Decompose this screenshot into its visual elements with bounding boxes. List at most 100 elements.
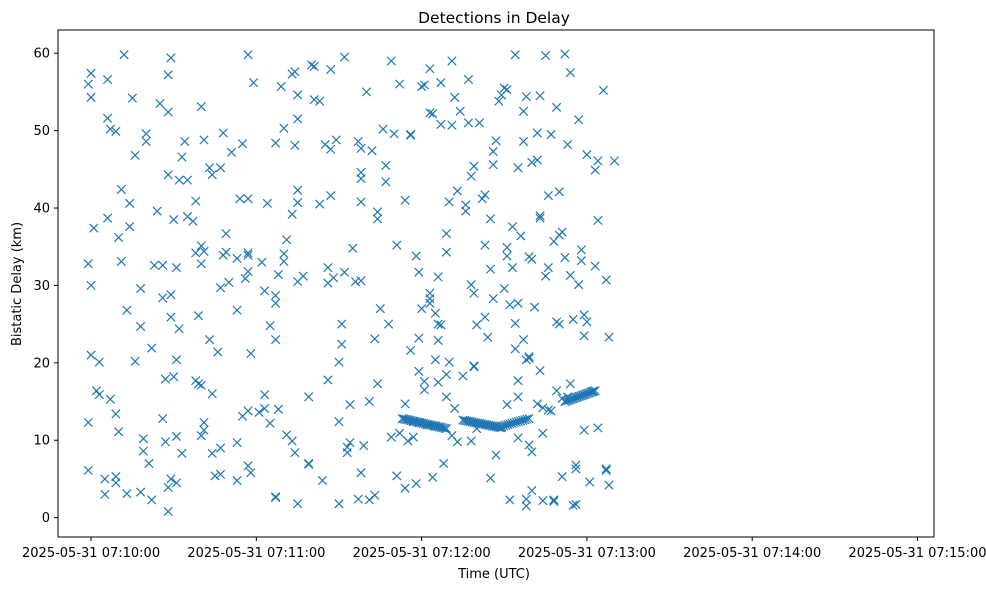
data-point <box>400 483 410 493</box>
data-point <box>306 60 317 70</box>
data-point <box>532 155 542 165</box>
data-point <box>113 232 124 243</box>
data-point <box>604 332 614 342</box>
data-point <box>356 143 366 154</box>
data-point <box>571 464 581 474</box>
data-point <box>513 433 523 443</box>
data-point <box>276 81 286 92</box>
track-point <box>585 387 596 398</box>
data-point <box>488 160 498 170</box>
data-point <box>551 102 562 113</box>
data-point <box>392 240 402 250</box>
data-point <box>551 386 562 396</box>
data-point <box>590 261 600 271</box>
data-point <box>337 319 347 329</box>
data-point <box>488 293 498 304</box>
data-point <box>127 93 138 103</box>
data-point <box>433 319 443 329</box>
data-point <box>210 471 220 481</box>
track-point <box>418 418 429 429</box>
data-point <box>518 334 529 345</box>
data-point <box>147 343 157 353</box>
data-point <box>549 496 559 507</box>
data-point <box>601 465 611 476</box>
data-point <box>304 392 314 402</box>
data-point <box>83 417 93 428</box>
data-point <box>243 461 253 471</box>
y-axis: 0 10 20 30 40 50 60 <box>33 47 58 526</box>
data-point <box>304 458 314 469</box>
data-point <box>188 216 198 226</box>
data-point <box>158 413 168 424</box>
data-point <box>100 474 110 484</box>
data-point <box>436 119 446 130</box>
data-point <box>452 186 463 196</box>
data-point <box>136 283 146 294</box>
data-point <box>171 263 182 273</box>
data-point <box>177 448 187 459</box>
data-point <box>370 490 380 500</box>
data-point <box>196 241 206 251</box>
data-point <box>259 389 270 400</box>
data-point <box>160 437 171 447</box>
data-point <box>472 320 482 330</box>
data-point <box>334 357 344 367</box>
data-point <box>83 259 93 269</box>
track-point <box>397 413 407 424</box>
data-point <box>323 375 333 385</box>
data-point <box>474 118 485 128</box>
data-point <box>527 254 537 264</box>
data-point <box>331 135 341 145</box>
data-point <box>543 405 553 415</box>
data-point <box>411 478 421 489</box>
data-point <box>582 149 592 160</box>
data-point <box>243 406 253 416</box>
data-point <box>94 357 104 367</box>
data-point <box>215 283 226 293</box>
data-point <box>372 214 383 224</box>
data-point <box>356 468 366 478</box>
track-point <box>434 422 444 432</box>
track-point <box>566 394 576 404</box>
data-point <box>367 146 377 156</box>
track-point <box>432 421 443 432</box>
data-point <box>425 288 435 298</box>
data-point <box>353 136 363 147</box>
data-point <box>102 213 113 223</box>
data-point <box>444 197 454 207</box>
data-point <box>356 197 366 207</box>
data-point <box>540 50 551 61</box>
track-point <box>410 416 420 427</box>
data-point <box>450 403 460 414</box>
data-point <box>237 139 248 149</box>
data-point <box>196 380 206 390</box>
data-point <box>290 140 300 150</box>
data-point <box>494 96 504 106</box>
data-point <box>102 74 113 85</box>
track-point <box>476 419 486 429</box>
data-point <box>163 107 173 117</box>
x-axis-label: Time (UTC) <box>457 567 530 582</box>
data-point <box>193 310 204 321</box>
data-point <box>571 460 581 470</box>
track-point <box>411 417 422 427</box>
data-point <box>136 487 146 497</box>
data-point <box>554 187 564 197</box>
track-point <box>401 414 411 425</box>
track-point <box>560 396 570 407</box>
data-point <box>513 376 523 386</box>
data-point <box>532 399 542 409</box>
data-point <box>463 74 474 85</box>
data-points <box>83 49 620 517</box>
data-point <box>414 366 424 376</box>
data-point <box>425 108 435 118</box>
data-point <box>524 353 534 363</box>
data-point <box>518 136 529 147</box>
data-point <box>293 185 303 195</box>
data-point <box>207 170 217 180</box>
data-point <box>419 385 430 395</box>
data-point <box>158 293 168 303</box>
data-point <box>254 407 264 418</box>
data-point <box>593 215 603 226</box>
